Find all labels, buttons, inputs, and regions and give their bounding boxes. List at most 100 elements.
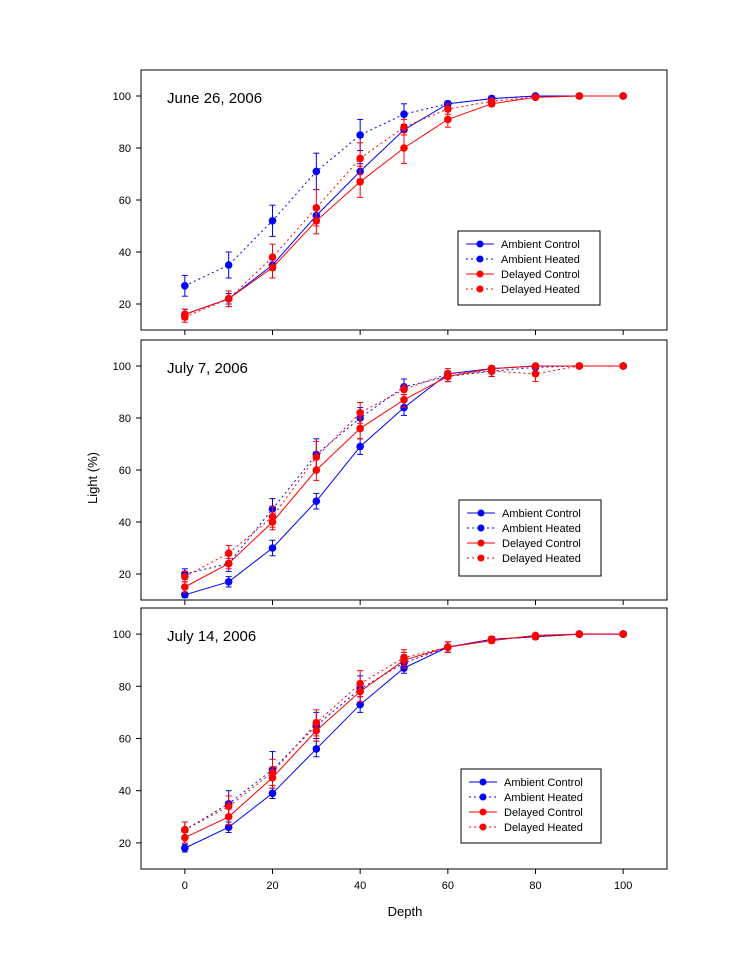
data-point [312, 453, 321, 461]
data-point [575, 362, 584, 370]
y-tick-label: 20 [119, 299, 131, 311]
data-point [181, 583, 189, 591]
data-point [400, 110, 408, 118]
data-point [224, 261, 233, 269]
data-point [268, 253, 277, 261]
data-point [400, 396, 408, 404]
y-tick-label: 100 [113, 361, 131, 373]
legend-label: Delayed Control [501, 269, 580, 281]
legend-label: Ambient Heated [504, 792, 583, 804]
y-tick-label: 40 [119, 517, 131, 529]
y-tick-label: 60 [119, 195, 131, 207]
chart-panel: 20 40 60 80 100 July 7, 2006 Ambient ControlAm… [113, 339, 668, 605]
data-point [619, 362, 627, 370]
legend-marker [476, 270, 484, 278]
x-axis-label: Depth [388, 904, 423, 919]
legend-label: Delayed Control [504, 807, 583, 819]
legend-label: Delayed Control [502, 538, 581, 550]
data-point [400, 123, 408, 131]
legend-marker [477, 509, 485, 517]
y-tick-label: 80 [119, 413, 131, 425]
legend-label: Ambient Heated [501, 254, 580, 266]
data-point [268, 513, 277, 521]
data-point [487, 97, 496, 105]
data-point [181, 572, 189, 581]
data-point [268, 217, 277, 225]
data-point [224, 559, 233, 568]
x-tick-label: 60 [442, 880, 454, 892]
legend-marker [479, 808, 487, 816]
legend-marker [479, 823, 487, 831]
data-point [575, 92, 584, 100]
x-tick-label: 40 [354, 880, 366, 892]
legend: Ambient Control Ambient Heated Delayed Con… [458, 499, 602, 577]
series-line [184, 95, 624, 287]
legend-marker [479, 778, 487, 786]
legend-label: Ambient Control [501, 239, 580, 251]
x-tick-label: 20 [266, 880, 278, 892]
legend-label: Delayed Heated [504, 822, 583, 834]
data-point [181, 282, 189, 290]
legend-marker [476, 255, 484, 263]
data-point [224, 802, 233, 811]
x-tick-label: 80 [529, 880, 541, 892]
legend-label: Delayed Heated [501, 284, 580, 296]
y-tick-label: 80 [119, 143, 131, 155]
data-point [356, 424, 364, 433]
legend-marker [477, 554, 485, 562]
data-point [487, 635, 496, 644]
y-tick-label: 100 [113, 629, 131, 641]
data-point [181, 591, 189, 599]
legend-label: Delayed Heated [502, 553, 581, 565]
legend-label: Ambient Heated [502, 523, 581, 535]
y-tick-label: 40 [119, 247, 131, 259]
y-tick-label: 80 [119, 681, 131, 693]
data-point [356, 679, 364, 688]
y-tick-label: 20 [119, 569, 131, 581]
legend-marker [476, 285, 484, 293]
y-tick-label: 100 [113, 91, 131, 103]
legend-marker [477, 524, 485, 532]
data-point [400, 385, 408, 394]
y-tick-label: 60 [119, 465, 131, 477]
data-point [181, 826, 189, 834]
series-line [184, 365, 624, 578]
panel-title: July 14, 2006 [167, 628, 256, 645]
legend: Ambient Control Ambient Heated Delayed Con… [457, 230, 601, 306]
y-axis-label: Light (%) [85, 452, 100, 504]
chart-panel: 20 40 60 80 100 0 20 40 60 80 100 July 14, 2006 Ambi… [113, 607, 668, 892]
data-point [444, 115, 452, 124]
data-point [444, 105, 452, 113]
data-point [268, 789, 277, 798]
data-point [400, 653, 408, 662]
data-point [312, 204, 321, 212]
data-point [268, 768, 277, 777]
data-point [444, 643, 452, 651]
legend-marker [476, 240, 484, 248]
legend-marker [477, 539, 485, 547]
data-point [181, 844, 189, 852]
data-point [400, 144, 408, 152]
data-point [619, 92, 627, 100]
data-point [312, 719, 321, 727]
data-point [356, 700, 364, 709]
data-point [575, 630, 584, 638]
data-point [224, 823, 233, 832]
data-point [312, 167, 321, 176]
data-point [181, 313, 189, 321]
legend-label: Ambient Control [504, 777, 583, 789]
panel-title: July 7, 2006 [167, 360, 248, 377]
data-point [619, 630, 627, 638]
data-point [356, 154, 364, 163]
data-point [356, 178, 364, 186]
data-point [356, 409, 364, 417]
data-point [356, 131, 364, 139]
legend-marker [479, 793, 487, 801]
data-point [224, 295, 233, 303]
data-point [312, 497, 321, 506]
panel-title: June 26, 2006 [167, 90, 262, 107]
data-point [531, 370, 540, 378]
data-point [531, 632, 540, 641]
